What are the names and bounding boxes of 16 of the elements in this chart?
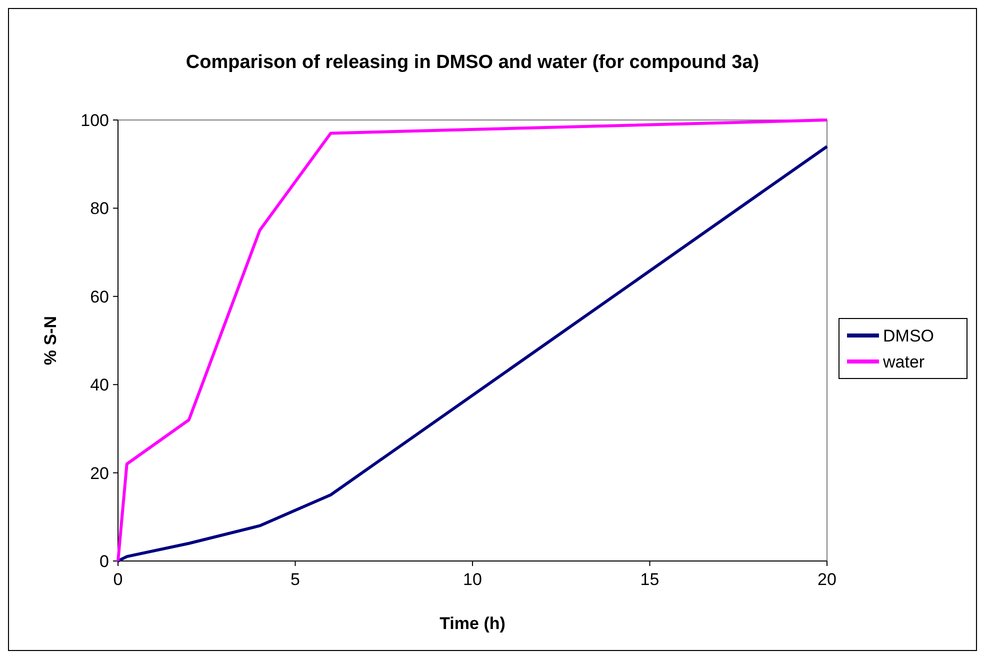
y-tick-label: 40 xyxy=(90,376,109,395)
y-tick-label: 80 xyxy=(90,199,109,218)
y-axis-title: % S-N xyxy=(41,316,60,366)
y-tick-label: 0 xyxy=(100,552,109,571)
legend-label: water xyxy=(882,352,925,372)
chart-title: Comparison of releasing in DMSO and water (for compound 3a) xyxy=(186,52,760,73)
y-tick-label: 100 xyxy=(80,110,109,130)
x-tick-label: 15 xyxy=(640,570,660,589)
x-tick-label: 20 xyxy=(818,570,836,589)
y-tick-label: 20 xyxy=(90,464,109,483)
legend-label: DMSO xyxy=(883,326,934,346)
x-tick-label: 0 xyxy=(113,570,123,589)
x-tick-label: 10 xyxy=(463,570,482,589)
y-tick-label: 60 xyxy=(90,287,109,306)
x-tick-label: 5 xyxy=(290,570,300,589)
x-axis-title: Time (h) xyxy=(440,614,506,633)
